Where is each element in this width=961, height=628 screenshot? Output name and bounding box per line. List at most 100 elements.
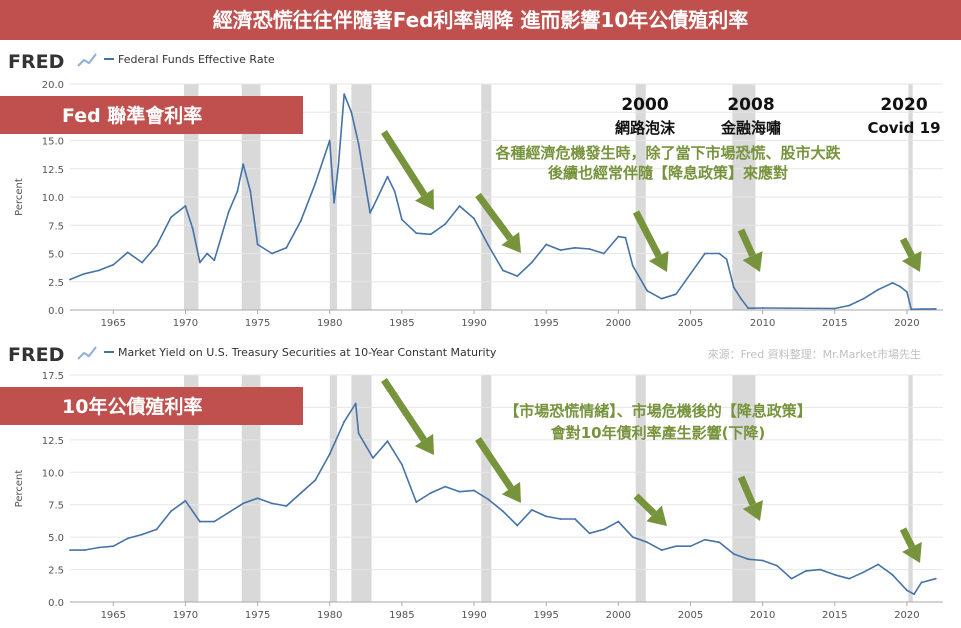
yield-data-point — [170, 510, 172, 513]
fed-data-point — [400, 218, 403, 221]
yield-data-point — [603, 528, 605, 531]
fed-data-point — [458, 205, 461, 207]
yield-data-point — [343, 420, 346, 423]
yield-data-point — [354, 402, 357, 405]
fed-data-point — [574, 246, 576, 249]
fed-data-point — [386, 175, 389, 178]
yield-data-point — [458, 490, 461, 493]
yield-data-point — [704, 538, 706, 541]
yield-data-point — [400, 463, 403, 466]
arrow-head — [648, 250, 669, 272]
fed-data-point — [83, 272, 86, 275]
y-tick-label: 7.5 — [48, 221, 64, 232]
page-title: 經濟恐慌往往伴隨著Fed利率調降 進而影響10年公債殖利率 — [0, 0, 961, 40]
fed-data-point — [191, 227, 194, 230]
arrow-shaft — [475, 192, 514, 241]
yield-data-point — [299, 492, 302, 494]
yield-data-point — [83, 549, 86, 552]
down-right-arrow-icon — [381, 130, 434, 210]
x-tick-label: 1985 — [389, 610, 414, 621]
treasury-10y-chart: FRED Market Yield on U.S. Treasury Securi… — [0, 344, 943, 621]
yield-data-point — [372, 457, 374, 459]
fed-data-point — [530, 261, 533, 264]
x-tick-label: 2005 — [678, 610, 703, 621]
arrow-shaft — [475, 437, 514, 491]
yield-data-point — [675, 545, 677, 548]
fed-data-point — [184, 205, 187, 207]
yield-data-point — [386, 440, 389, 443]
fed-data-point — [444, 223, 447, 226]
arrow-shaft — [632, 210, 662, 258]
fed-data-point — [170, 216, 172, 219]
yield-data-point — [271, 502, 273, 505]
yield-data-point — [545, 515, 548, 518]
down-right-arrow-icon — [475, 437, 521, 503]
x-tick-label: 1995 — [533, 318, 558, 329]
fed-data-point — [934, 307, 937, 310]
arrow-head — [742, 500, 763, 521]
fed-funds-chart: FRED Federal Funds Effective Rate 0.0 2.5 5.… — [0, 51, 943, 329]
y-tick-label: 0.0 — [48, 598, 64, 609]
fed-data-point — [314, 182, 317, 185]
arrow-shaft — [381, 130, 428, 197]
recession-band — [635, 375, 646, 602]
chart-label: Fed 聯準會利率 — [62, 104, 202, 127]
yield-data-point — [761, 559, 764, 562]
y-tick-label: 12.5 — [42, 165, 64, 176]
fed-data-point — [337, 164, 340, 167]
fed-funds-chart-panel: FRED Federal Funds Effective Rate 0.0 2.5 5.… — [0, 40, 961, 330]
yield-data-point — [574, 518, 576, 520]
arrow-shaft — [899, 527, 916, 549]
yield-data-point — [141, 533, 144, 536]
arrow-head — [902, 541, 922, 563]
yield-series-line — [70, 402, 937, 596]
event-name: 網路泡沫 — [615, 119, 676, 137]
event-year: 2000 — [621, 95, 668, 115]
x-tick-label: 1995 — [533, 610, 558, 621]
source-note: 來源：Fred 資料整理：Mr.Market市場先生 — [708, 347, 921, 361]
chart-label-box — [0, 96, 303, 134]
fed-data-point — [501, 269, 504, 272]
x-tick-label: 1985 — [389, 318, 414, 329]
fed-data-point — [198, 261, 201, 264]
fed-data-point — [718, 252, 721, 255]
fed-data-point — [725, 258, 728, 261]
y-tick-label: 10.0 — [42, 468, 64, 479]
yield-data-point — [69, 549, 71, 552]
down-right-arrow-icon — [899, 237, 922, 272]
fed-data-point — [256, 243, 259, 246]
legend-label: Federal Funds Effective Rate — [118, 53, 275, 66]
yield-data-point — [934, 577, 937, 580]
recession-band — [329, 375, 337, 602]
down-right-arrow-icon — [381, 378, 434, 455]
y-tick-label: 12.5 — [42, 436, 64, 447]
y-tick-label: 0.0 — [48, 306, 64, 317]
fed-data-point — [112, 263, 115, 266]
y-tick-label: 5.0 — [48, 250, 64, 261]
treasury-10y-chart-panel: FRED Market Yield on U.S. Treasury Securi… — [0, 333, 961, 624]
fed-data-point — [891, 281, 894, 284]
x-tick-label: 1970 — [173, 318, 198, 329]
yield-data-point — [184, 499, 187, 502]
fed-data-point — [675, 293, 677, 296]
fed-data-point — [920, 308, 923, 310]
fed-data-point — [761, 307, 764, 309]
fed-data-point — [350, 111, 353, 114]
x-tick-label: 1970 — [173, 610, 198, 621]
x-tick-label: 2015 — [822, 610, 847, 621]
yield-data-point — [819, 568, 822, 571]
fed-data-point — [429, 233, 432, 236]
fed-data-point — [646, 289, 649, 292]
yield-data-point — [559, 518, 562, 520]
recession-band — [241, 375, 261, 602]
arrow-head — [414, 433, 434, 455]
recession-band — [351, 375, 372, 602]
down-right-arrow-icon — [737, 228, 763, 272]
fed-data-point — [704, 252, 706, 255]
x-tick-label: 2010 — [750, 318, 775, 329]
arrow-head — [501, 231, 521, 253]
y-tick-label: 20.0 — [42, 80, 64, 91]
fed-data-point — [299, 219, 302, 222]
yield-data-point — [444, 485, 447, 488]
annotation-line-2: 會對10年債利率產生影響(下降) — [551, 424, 766, 442]
